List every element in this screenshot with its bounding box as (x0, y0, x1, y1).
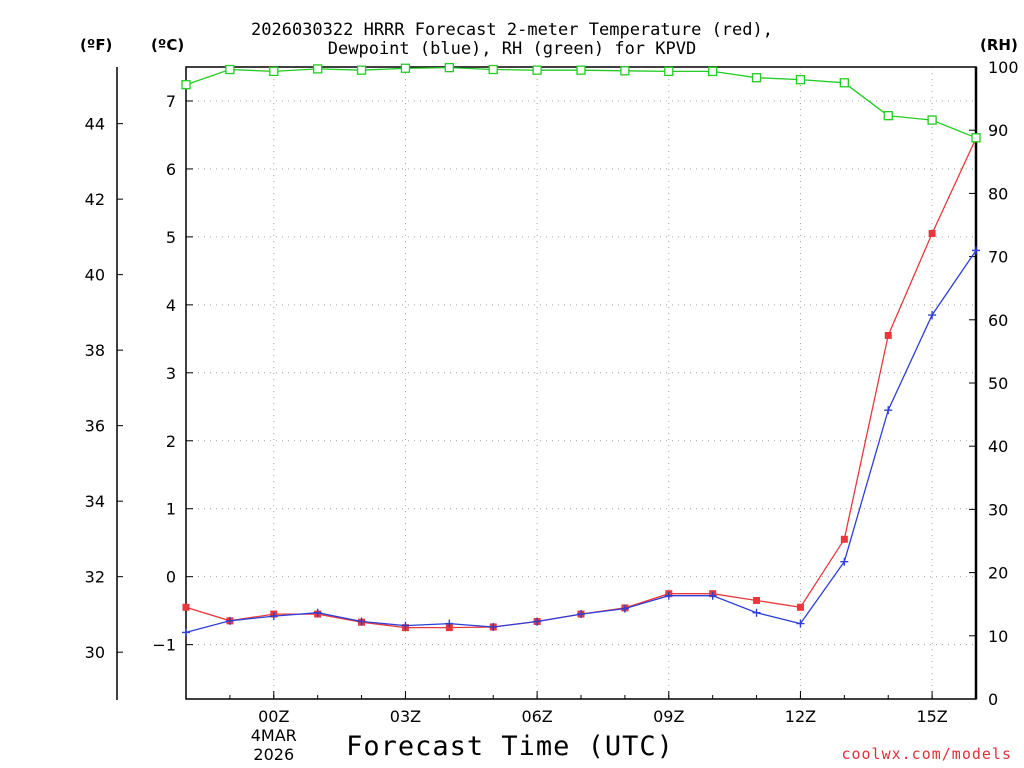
rh-tick-label: 10 (988, 627, 1008, 646)
rh-tick-label: 0 (988, 690, 998, 709)
x-tick-label: 06Z (521, 707, 552, 726)
fahrenheit-tick-label: 32 (85, 568, 105, 587)
rh-tick-label: 100 (988, 58, 1019, 77)
relative-humidity-point (313, 64, 323, 74)
grid-lines (186, 67, 976, 699)
relative-humidity-point (620, 66, 630, 76)
dewpoint-point (269, 612, 278, 621)
relative-humidity-point (532, 65, 542, 75)
rh-tick-label: 40 (988, 437, 1008, 456)
relative-humidity-point (269, 66, 279, 77)
series-layer (181, 62, 981, 637)
temperature-point (928, 229, 936, 237)
relative-humidity-point (181, 80, 191, 90)
dewpoint-point (445, 619, 454, 628)
x-tick-label: 00Z (258, 707, 289, 726)
celsius-tick-label: 2 (166, 432, 176, 451)
temperature-line (185, 138, 977, 629)
relative-humidity-point (664, 66, 674, 77)
rh-tick-label: 20 (988, 564, 1008, 583)
dewpoint-point (313, 608, 322, 617)
chart-title-line1: 2026030322 HRRR Forecast 2-meter Tempera… (251, 20, 773, 40)
temperature-point (182, 603, 190, 611)
relative-humidity-point (708, 66, 718, 77)
dewpoint-point (620, 604, 629, 613)
dewpoint-point (182, 628, 190, 637)
relative-humidity-point (751, 73, 762, 83)
celsius-tick-label: −1 (152, 636, 176, 655)
relative-humidity-point (883, 111, 893, 121)
dewpoint-point (796, 619, 805, 628)
relative-humidity-point (839, 78, 849, 88)
temperature-point (840, 535, 848, 543)
dewpoint-point (708, 591, 717, 600)
chart-title-line2: Dewpoint (blue), RH (green) for KPVD (327, 39, 697, 59)
dewpoint-point (357, 617, 366, 626)
relative-humidity-point (971, 133, 981, 143)
relative-humidity-point (225, 64, 235, 75)
temperature-point (445, 624, 453, 632)
rh-tick-label: 80 (988, 184, 1008, 203)
dewpoint-point (401, 621, 410, 630)
celsius-tick-label: 1 (166, 500, 176, 519)
rh-tick-label: 90 (988, 121, 1008, 140)
celsius-tick-label: 3 (166, 364, 176, 383)
x-tick-year: 2026 (253, 745, 294, 764)
temperature-point (796, 603, 804, 611)
fahrenheit-tick-label: 40 (85, 266, 105, 285)
relative-humidity-point (795, 74, 806, 85)
rh-tick-label: 30 (988, 500, 1008, 519)
axes (116, 66, 978, 700)
fahrenheit-tick-label: 30 (85, 643, 105, 662)
fahrenheit-tick-label: 36 (85, 417, 105, 436)
dewpoint-point (840, 557, 849, 566)
fahrenheit-tick-label: 38 (85, 341, 105, 360)
celsius-tick-label: 4 (166, 296, 176, 315)
fahrenheit-tick-label: 34 (85, 492, 105, 511)
x-tick-date: 4MAR (251, 726, 297, 745)
dewpoint-point (489, 622, 498, 631)
tick-labels: 3032343638404244−10123456701020304050607… (85, 58, 1019, 764)
rh-tick-label: 50 (988, 374, 1008, 393)
x-tick-label: 15Z (916, 707, 947, 726)
plot-frame (185, 66, 977, 700)
dewpoint-point (577, 610, 585, 619)
x-tick-label: 09Z (653, 707, 684, 726)
dewpoint-point (664, 591, 673, 600)
rh-axis-label: (RH) (980, 36, 1018, 54)
temperature-point (884, 331, 892, 339)
dewpoint-point (928, 311, 937, 320)
dewpoint-point (972, 246, 980, 255)
fahrenheit-tick-label: 42 (85, 190, 105, 209)
celsius-tick-label: 0 (166, 568, 176, 587)
rh-tick-label: 70 (988, 248, 1008, 267)
x-tick-label: 12Z (785, 707, 816, 726)
relative-humidity-point (488, 64, 498, 75)
celsius-tick-label: 7 (166, 92, 176, 111)
temperature-point (753, 596, 761, 604)
dewpoint-point (752, 608, 761, 617)
dewpoint-point (533, 617, 542, 626)
relative-humidity-point (356, 65, 367, 75)
dewpoint-point (884, 406, 893, 415)
relative-humidity-line (185, 66, 977, 139)
dewpoint-point (225, 616, 234, 625)
celsius-axis-label: (ºC) (151, 36, 185, 54)
dewpoint-line (185, 250, 977, 634)
fahrenheit-tick-label: 44 (85, 115, 105, 134)
x-tick-label: 03Z (390, 707, 421, 726)
relative-humidity-point (927, 115, 937, 125)
x-axis-label: Forecast Time (UTC) (346, 731, 674, 762)
relative-humidity-point (444, 62, 454, 73)
relative-humidity-point (576, 65, 586, 75)
rh-tick-label: 60 (988, 311, 1008, 330)
credit-link[interactable]: coolwx.com/models (841, 745, 1012, 763)
fahrenheit-axis-label: (ºF) (80, 36, 113, 54)
celsius-tick-label: 6 (166, 160, 176, 179)
celsius-tick-label: 5 (166, 228, 176, 247)
relative-humidity-point (400, 63, 411, 73)
